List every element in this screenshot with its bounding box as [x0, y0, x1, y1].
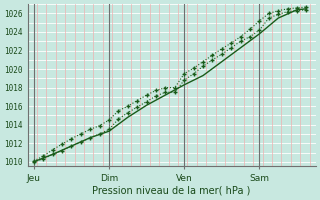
X-axis label: Pression niveau de la mer( hPa ): Pression niveau de la mer( hPa )	[92, 186, 251, 196]
